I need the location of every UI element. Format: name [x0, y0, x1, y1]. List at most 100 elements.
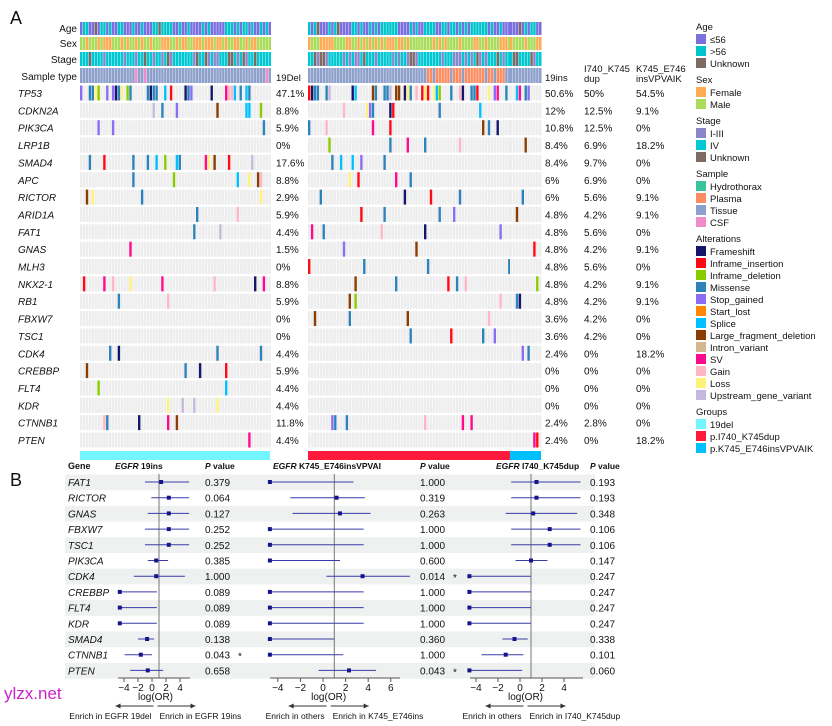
alteration-mark — [233, 85, 237, 101]
oncoprint-cell — [403, 415, 407, 431]
oncoprint-cell — [395, 345, 398, 361]
oncoprint-cell — [143, 293, 147, 309]
oncoprint-cell — [143, 363, 147, 379]
annotation-cell — [245, 52, 248, 66]
oncoprint-cell — [418, 241, 421, 257]
annotation-cell — [328, 22, 331, 35]
oncoprint-cell — [386, 206, 389, 222]
oncoprint-cell — [106, 137, 109, 153]
oncoprint-cell — [453, 241, 456, 257]
oncoprint-cell — [210, 137, 213, 153]
oncoprint-cell — [178, 293, 181, 309]
oncoprint-cell — [175, 85, 179, 101]
oncoprint-cell — [262, 224, 266, 240]
point-estimate — [267, 589, 272, 594]
oncoprint-cell — [461, 189, 465, 205]
oncoprint-cell — [225, 311, 228, 327]
oncoprint-cell — [146, 137, 150, 153]
annotation-cell — [85, 68, 89, 83]
oncoprint-cell — [418, 432, 421, 448]
oncoprint-cell — [397, 415, 401, 431]
oncoprint-cell — [461, 102, 465, 118]
alteration-mark — [515, 85, 519, 101]
oncoprint-cell — [392, 311, 395, 327]
x-tick-label: 2 — [163, 683, 169, 694]
oncoprint-cell — [213, 189, 216, 205]
oncoprint-cell — [351, 397, 354, 413]
annotation-cell — [193, 22, 196, 35]
oncoprint-cell — [178, 397, 181, 413]
alteration-mark — [245, 102, 248, 118]
oncoprint-cell — [236, 328, 239, 344]
oncoprint-cell — [444, 172, 447, 188]
p-value: 0.360 — [420, 635, 445, 646]
oncoprint-cell — [88, 311, 92, 327]
oncoprint-cell — [450, 276, 453, 292]
oncoprint-cell — [239, 380, 242, 396]
annotation-cell — [342, 52, 346, 66]
oncoprint-cell — [487, 102, 491, 118]
oncoprint-cell — [265, 380, 268, 396]
oncoprint-cell — [368, 311, 372, 327]
oncoprint-cell — [444, 328, 447, 344]
oncoprint-cell — [129, 154, 132, 170]
oncoprint-cell — [164, 363, 167, 379]
oncoprint-cell — [374, 102, 378, 118]
oncoprint-cell — [331, 380, 334, 396]
oncoprint-cell — [184, 328, 187, 344]
oncoprint-cell — [429, 380, 433, 396]
annotation-cell — [409, 52, 412, 66]
oncoprint-cell — [184, 276, 187, 292]
oncoprint-cell — [412, 415, 415, 431]
oncoprint-cell — [366, 397, 369, 413]
oncoprint-cell — [213, 241, 216, 257]
oncoprint-cell — [201, 328, 205, 344]
oncoprint-cell — [82, 415, 86, 431]
annotation-cell — [94, 22, 97, 35]
oncoprint-cell — [245, 189, 248, 205]
alteration-mark — [505, 85, 508, 101]
point-estimate — [267, 605, 272, 610]
annotation-cell — [418, 68, 421, 83]
oncoprint-cell — [539, 415, 542, 431]
oncoprint-cell — [392, 415, 395, 431]
alteration-mark — [149, 85, 152, 101]
oncoprint-cell — [120, 415, 123, 431]
oncoprint-cell — [453, 328, 456, 344]
oncoprint-cell — [374, 241, 378, 257]
oncoprint-cell — [103, 328, 106, 344]
oncoprint-cell — [196, 380, 199, 396]
annotation-cell — [308, 37, 311, 50]
annotation-cell — [114, 37, 118, 50]
oncoprint-cell — [94, 259, 97, 274]
oncoprint-cell — [334, 206, 337, 222]
oncoprint-cell — [400, 206, 404, 222]
annotation-cell — [169, 37, 173, 50]
oncoprint-cell — [368, 154, 372, 170]
annotation-cell — [473, 68, 476, 83]
alteration-mark — [167, 415, 170, 431]
oncoprint-cell — [389, 259, 392, 274]
oncoprint-cell — [521, 432, 524, 448]
alteration-mark — [389, 137, 392, 153]
gene-percentage: 6.9% — [584, 141, 607, 152]
oncoprint-cell — [146, 293, 150, 309]
point-estimate — [166, 527, 171, 532]
oncoprint-cell — [524, 259, 527, 274]
oncoprint-cell — [80, 328, 83, 344]
oncoprint-cell — [254, 102, 257, 118]
oncoprint-cell — [248, 224, 251, 240]
alteration-mark — [508, 259, 511, 274]
oncoprint-cell — [140, 154, 144, 170]
oncoprint-cell — [421, 241, 424, 257]
oncoprint-cell — [198, 293, 202, 309]
oncoprint-cell — [152, 293, 155, 309]
oncoprint-cell — [265, 224, 268, 240]
oncoprint-cell — [505, 397, 508, 413]
annotation-cell — [161, 37, 164, 50]
oncoprint-cell — [334, 432, 337, 448]
annotation-cell — [487, 52, 491, 66]
oncoprint-cell — [444, 311, 447, 327]
annotation-cell — [331, 37, 334, 50]
oncoprint-cell — [453, 137, 456, 153]
